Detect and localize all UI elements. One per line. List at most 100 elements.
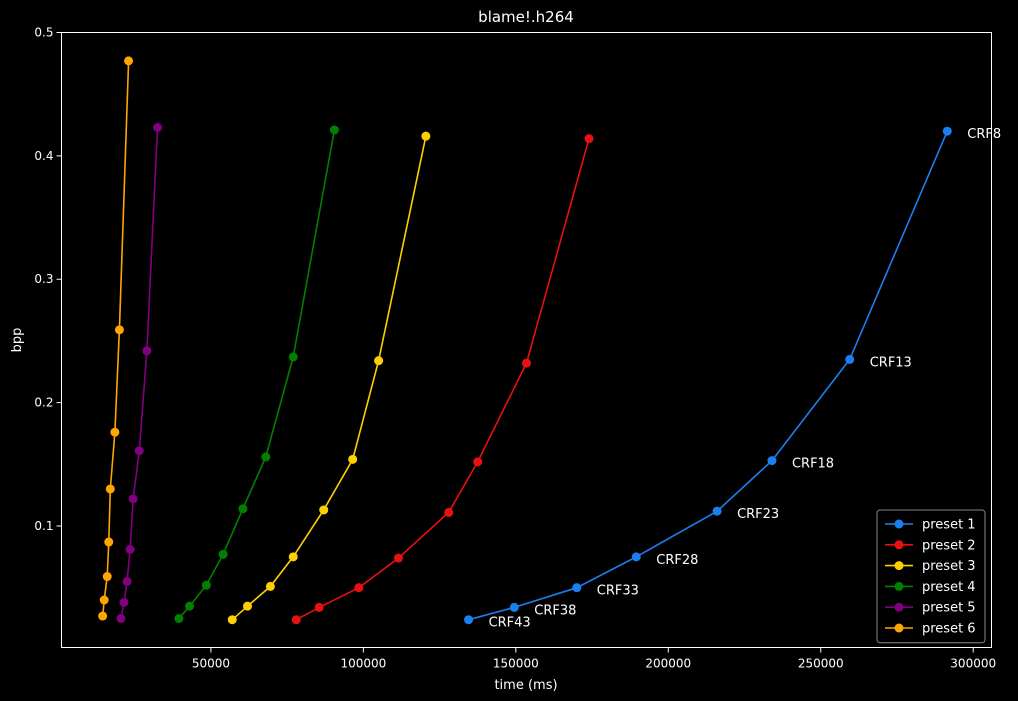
data-point [98,611,108,621]
data-point [473,457,483,467]
x-axis: 50000 100000 150000 200000 250000 300000 [192,647,996,671]
data-point [767,456,777,466]
point-label: CRF13 [870,355,912,370]
data-point [110,427,120,437]
legend-marker [894,540,904,550]
data-point [201,580,211,590]
series-preset-3 [227,131,431,625]
point-label: CRF38 [534,603,576,618]
data-point [104,537,114,547]
point-label: CRF43 [489,616,531,631]
point-label: CRF33 [597,584,639,599]
y-tick-label: 0.2 [34,396,53,410]
y-axis-label: bpp [10,328,25,353]
point-label: CRF28 [656,553,698,568]
data-point [393,553,403,563]
series-preset-1 [464,126,952,625]
x-axis-label: time (ms) [494,678,557,693]
legend-marker [894,602,904,612]
data-point [291,615,301,625]
data-point [185,601,195,611]
legend-item: preset 3 [885,559,976,574]
legend-item: preset 1 [885,518,976,533]
point-label: CRF8 [967,127,1001,142]
legend-label: preset 1 [922,518,976,533]
plot-frame [61,32,992,648]
legend-item: preset 6 [885,622,976,637]
data-point [631,552,641,562]
legend-label: preset 4 [922,580,976,595]
data-point [142,346,152,356]
data-point [114,325,124,335]
data-point [122,576,132,586]
x-tick-label: 100000 [340,657,386,671]
series-preset-2 [291,134,594,625]
x-tick-label: 250000 [798,657,844,671]
data-point [348,454,358,464]
data-point [509,602,519,612]
point-label: CRF18 [792,457,834,472]
y-tick-label: 0.1 [34,519,53,533]
data-point [102,572,112,582]
series-line [231,135,427,621]
legend-label: preset 5 [922,601,976,616]
data-point [125,544,135,554]
legend-marker [894,581,904,591]
y-tick-label: 0.5 [34,26,53,40]
legend-item: preset 5 [885,601,976,616]
data-point [354,583,364,593]
data-point [105,484,115,494]
legend-label: preset 3 [922,559,976,574]
data-point [243,601,252,611]
data-point [421,131,431,141]
legend-item: preset 4 [885,580,976,595]
point-label: CRF23 [737,507,779,522]
legend-label: preset 6 [922,622,976,637]
data-point [99,595,109,605]
data-point [584,134,594,144]
data-point [712,506,722,516]
x-tick-label: 150000 [493,657,539,671]
data-point [319,505,329,515]
x-tick-label: 300000 [950,657,996,671]
data-point [238,504,248,514]
legend-marker [894,623,904,633]
data-point [572,583,582,593]
legend-box [876,509,986,644]
data-point [265,581,275,591]
data-point [116,614,126,624]
series-line [295,138,590,621]
data-point [522,358,531,368]
data-point [134,446,144,456]
data-point [261,452,271,462]
legend-marker [894,519,904,529]
series-line [468,130,949,621]
data-point [942,126,952,136]
data-point [128,494,138,504]
legend-marker [894,561,904,571]
y-tick-label: 0.4 [34,149,53,163]
chart-title: blame!.h264 [478,8,574,26]
legend: preset 1 preset 2 preset 3 preset 4 preset 5… [876,509,986,644]
x-tick-label: 200000 [645,657,691,671]
series-preset-4 [174,125,339,624]
data-point [119,597,129,607]
data-point [124,56,134,66]
x-tick-label: 50000 [192,657,230,671]
data-point [314,602,324,612]
data-point [227,615,237,625]
y-tick-label: 0.3 [34,272,53,286]
data-point [153,122,163,132]
data-point [288,552,298,562]
data-point [288,352,298,362]
data-point [845,354,855,364]
data-point [464,615,474,625]
series-preset-5 [116,122,163,624]
data-point [329,125,339,135]
series-preset-6 [98,56,134,621]
data-point [174,614,184,624]
legend-label: preset 2 [922,538,976,553]
